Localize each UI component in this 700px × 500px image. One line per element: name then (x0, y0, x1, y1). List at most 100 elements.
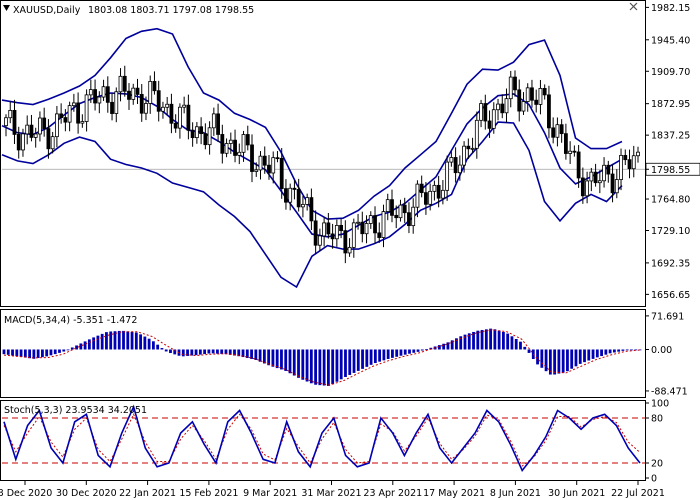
candle-body (614, 179, 619, 194)
candle-body (254, 169, 259, 172)
macd-histogram-bar (331, 349, 335, 385)
candle-body (525, 87, 530, 102)
x-tick-label: 9 Mar 2021 (243, 488, 297, 499)
candle (330, 223, 335, 249)
macd-histogram-bar (412, 349, 416, 353)
macd-histogram-bar (288, 349, 292, 374)
macd-histogram-bar (297, 349, 300, 378)
candle (449, 151, 454, 167)
candle (114, 87, 119, 123)
candle-body (602, 164, 606, 182)
candle-body (169, 103, 174, 124)
candle (131, 83, 136, 105)
symbol-title: XAUUSD,Daily (13, 5, 81, 16)
candle-body (538, 88, 543, 105)
candle (186, 94, 191, 140)
macd-histogram-bar (378, 349, 382, 362)
macd-histogram-bar (211, 349, 215, 354)
macd-histogram-bar (493, 329, 497, 350)
macd-histogram-bar (548, 349, 552, 375)
macd-histogram-bar (527, 349, 531, 353)
candle (84, 89, 89, 132)
candle (334, 219, 339, 247)
macd-title: MACD(5,34,4) -5.351 -1.472 (4, 315, 137, 326)
x-tick-label: 31 Mar 2021 (301, 488, 361, 499)
candle (271, 151, 276, 184)
macd-histogram-bar (638, 349, 642, 351)
candle-body (360, 221, 365, 235)
candle (368, 211, 373, 229)
candle (585, 171, 590, 204)
candle (563, 123, 568, 160)
candle-body (199, 126, 204, 135)
symbol-triangle-icon (3, 5, 10, 11)
candle (453, 147, 458, 183)
macd-histogram-bar (476, 330, 480, 350)
candle-body (139, 94, 144, 114)
candle-body (93, 89, 97, 104)
candle (237, 143, 242, 165)
candle-body (63, 117, 68, 123)
macd-histogram-bar (497, 330, 501, 350)
macd-histogram-bar (216, 349, 219, 354)
macd-histogram-bar (382, 349, 386, 361)
candle-body (301, 204, 305, 208)
stoch-plot (2, 404, 645, 473)
candle-body (424, 192, 428, 205)
price-tick-label: 1764.80 (651, 195, 690, 206)
candle (390, 189, 394, 223)
candle (602, 157, 606, 188)
macd-histogram-bar (348, 349, 352, 375)
candle (80, 114, 85, 128)
candle (491, 102, 496, 134)
candle-body (385, 199, 390, 212)
stoch-tick-label: 20 (651, 459, 663, 470)
macd-histogram-bar (561, 349, 565, 373)
candle (139, 84, 144, 122)
candle-body (470, 147, 475, 150)
macd-histogram-bar (254, 349, 258, 360)
candle-body (8, 109, 13, 119)
candle (148, 75, 153, 114)
price-tick-label: 1692.35 (651, 258, 690, 269)
price-tick-label: 1729.10 (651, 226, 690, 237)
candle-body (165, 103, 170, 108)
window-close-icon[interactable] (629, 2, 638, 11)
candle-body (593, 171, 598, 184)
macd-histogram-bar (28, 349, 32, 359)
macd-histogram-bar (233, 349, 236, 356)
macd-y-axis: 71.691 0.00 -88.471 (645, 311, 688, 397)
candle-body (508, 76, 513, 100)
candle-body (466, 145, 471, 150)
x-tick-label: 30 Dec 2020 (56, 488, 117, 499)
macd-histogram-bar (186, 349, 189, 356)
candle (398, 199, 403, 222)
macd-histogram-bar (36, 349, 40, 358)
candle (538, 79, 543, 115)
macd-histogram-bar (83, 341, 87, 350)
candle-body (144, 103, 148, 114)
macd-histogram-bar (604, 349, 608, 355)
candle (97, 91, 102, 114)
macd-histogram-bar (190, 349, 194, 356)
candle (470, 137, 475, 153)
stoch-tick-label: 80 (651, 414, 663, 425)
candle-body (190, 129, 195, 139)
candle (551, 117, 556, 144)
candle (513, 70, 517, 97)
candle (530, 79, 534, 108)
macd-histogram-bar (570, 349, 574, 369)
macd-histogram-bar (241, 349, 245, 358)
candle (619, 148, 623, 191)
candle-body (563, 133, 568, 154)
macd-histogram-bar (79, 343, 83, 350)
candle-body (580, 177, 585, 197)
candle (402, 197, 407, 223)
candle (228, 132, 233, 154)
candle-body (54, 113, 59, 138)
candle-body (275, 157, 280, 160)
candle-body (428, 190, 433, 205)
macd-histogram-bar (455, 338, 458, 350)
candle (479, 99, 483, 128)
macd-histogram-bar (70, 347, 74, 350)
